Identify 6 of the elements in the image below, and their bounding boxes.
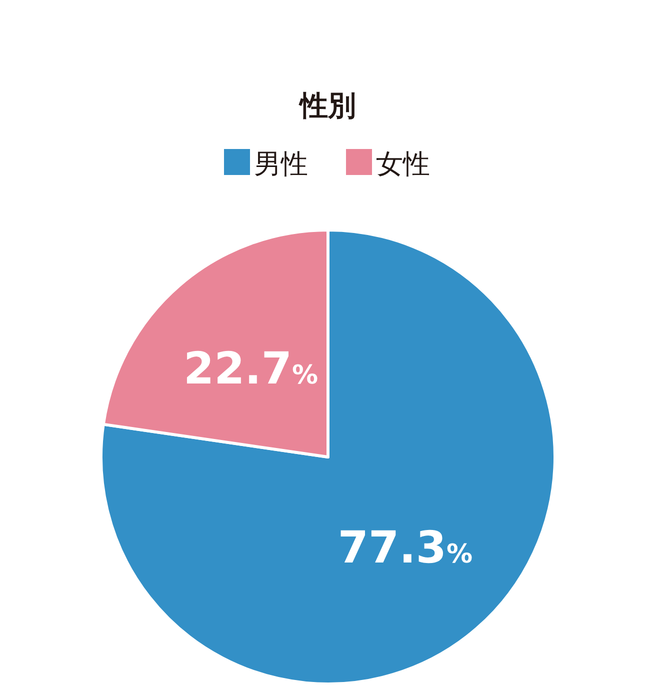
data-label: 22.7% [183,344,318,395]
legend-label: 男性 [254,149,308,180]
data-label: 77.3% [338,522,473,574]
chart-title: 性別 [298,89,356,122]
legend-label: 女性 [376,149,430,180]
pie-slice [100,228,556,685]
